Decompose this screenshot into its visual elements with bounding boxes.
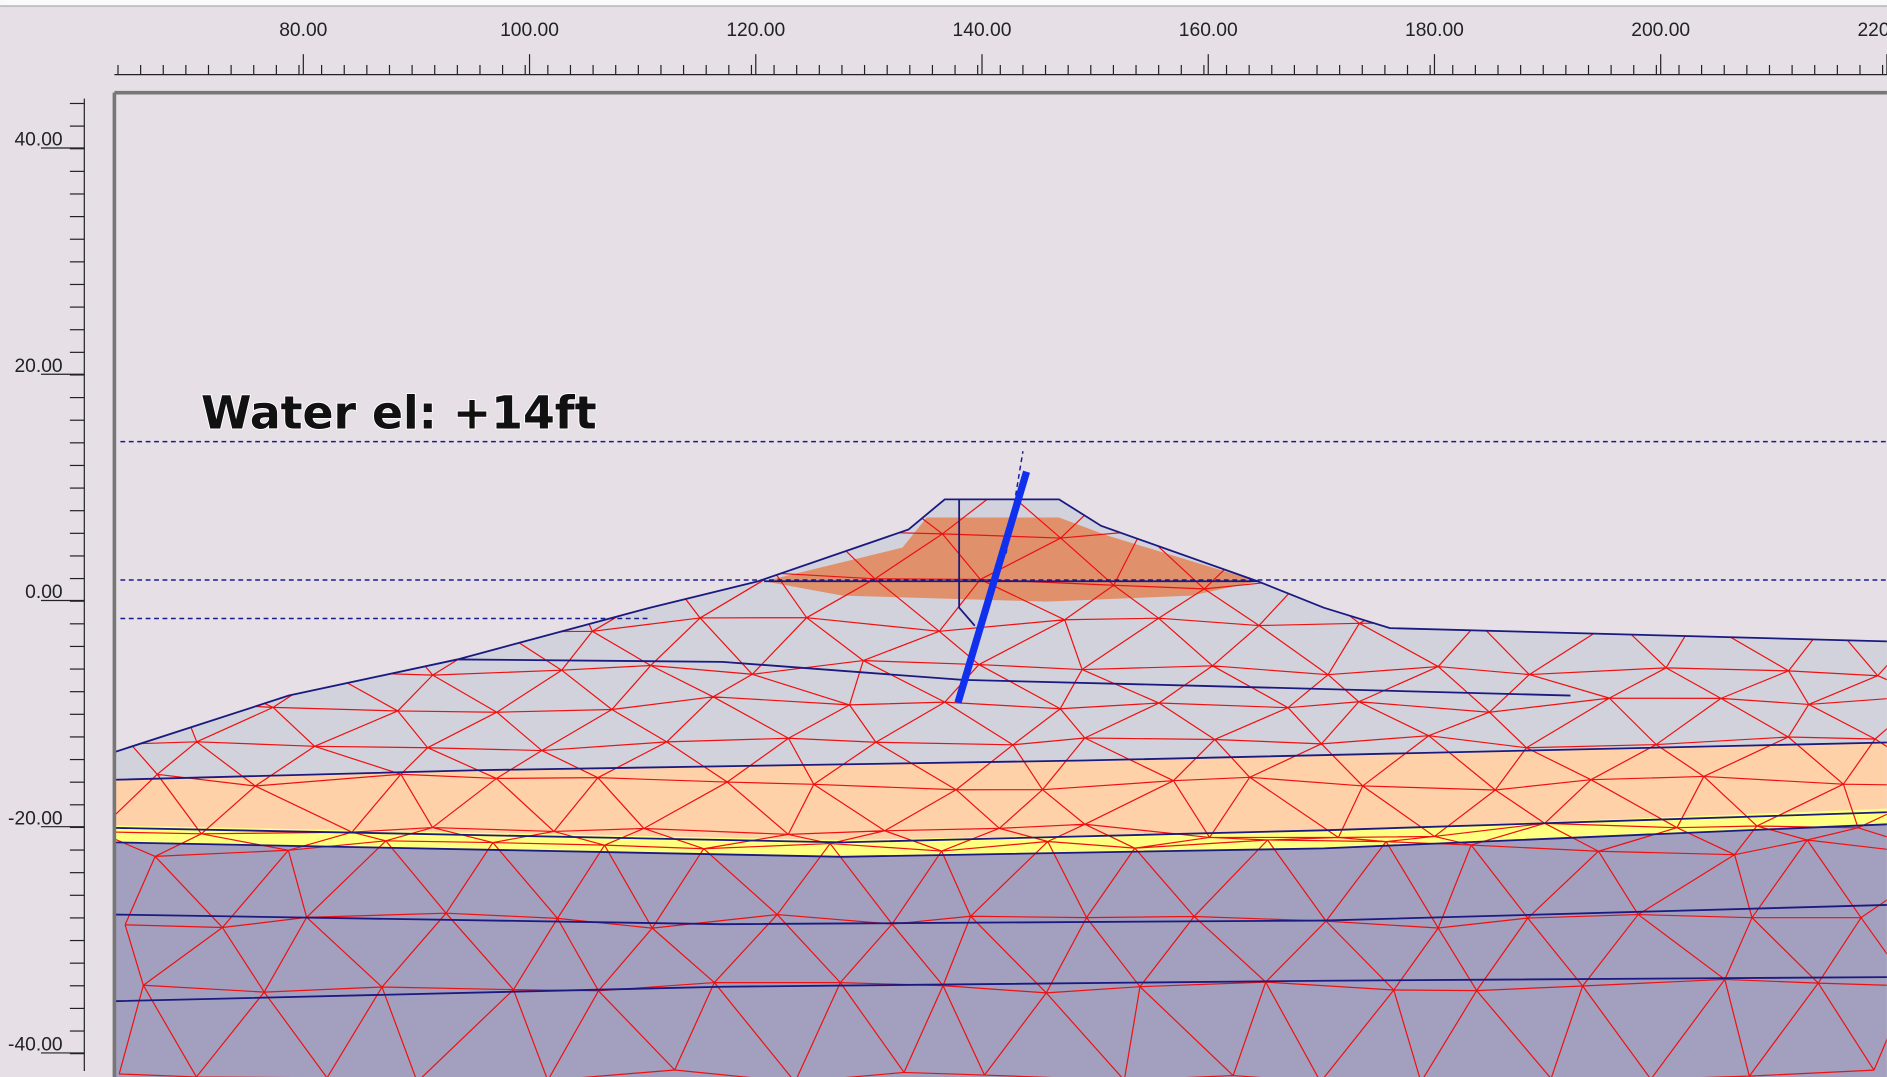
y-tick-label: 0.00 — [25, 582, 62, 603]
x-tick-label: 160.00 — [1179, 20, 1238, 41]
clay-layer — [114, 824, 1887, 1077]
boundary — [114, 904, 1887, 926]
sheet-pile — [954, 470, 1030, 704]
y-tick-label: 40.00 — [14, 130, 62, 151]
sand-layer — [114, 742, 1887, 843]
layer-boundaries — [114, 498, 1887, 1003]
x-tick-label: 180.00 — [1405, 20, 1464, 41]
boundary — [114, 741, 1887, 781]
top-bar — [0, 0, 1887, 7]
x-tick-label: 120.00 — [726, 20, 785, 41]
y-tick-label: -20.00 — [8, 808, 63, 829]
boundary — [114, 976, 1887, 1003]
x-ruler: 80.00 100.00 120.00 140.00 160.00 180.00 200.0… — [114, 20, 1887, 76]
x-tick-label: 80.00 — [279, 20, 327, 41]
y-ruler: 40.00 20.00 0.00 -20.00 -40.00 — [8, 98, 85, 1071]
thin-layer — [114, 808, 1887, 857]
y-tick-label: -40.00 — [8, 1035, 63, 1056]
x-tick-label: 200.00 — [1631, 20, 1690, 41]
boundary — [958, 499, 976, 627]
embankment-layer — [114, 499, 1887, 780]
x-tick-label: 100.00 — [500, 20, 559, 41]
section: Water el: +14ft — [114, 385, 1887, 1077]
water-elevation-label: Water el: +14ft — [201, 386, 597, 439]
boundary — [114, 811, 1887, 844]
x-tick-label: 140.00 — [953, 20, 1012, 41]
y-tick-label: 20.00 — [14, 356, 62, 377]
boundary — [114, 823, 1887, 858]
x-tick-label: 220.00 — [1857, 20, 1887, 41]
